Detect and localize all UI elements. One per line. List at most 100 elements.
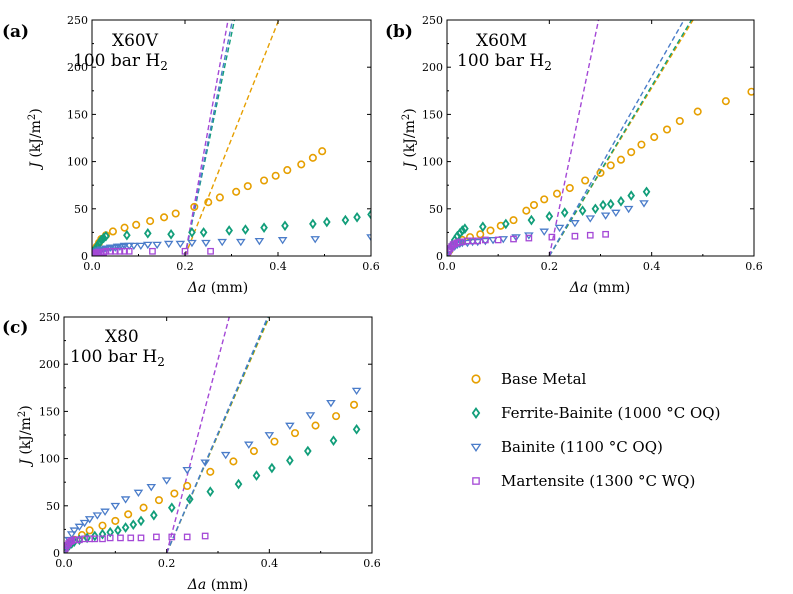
point-b-ferrite-bainite	[591, 203, 600, 215]
point-b-ferrite-bainite	[599, 199, 607, 211]
blunting-lines-b	[548, 20, 694, 256]
point-c-bainite	[84, 516, 95, 524]
point-a-base-metal	[171, 209, 180, 218]
point-a-bainite	[254, 237, 265, 246]
point-b-martensite	[474, 237, 482, 245]
point-a-bainite	[310, 236, 321, 244]
point-c-base-metal	[311, 421, 320, 430]
legend-label-base-metal: Base Metal	[501, 370, 587, 388]
point-a-base-metal	[108, 227, 117, 236]
point-b-martensite	[494, 236, 502, 244]
point-c-martensite	[201, 532, 209, 540]
point-a-base-metal	[318, 147, 327, 156]
point-a-base-metal	[232, 187, 241, 196]
point-a-ferrite-bainite	[241, 224, 250, 235]
panel-label-b: (b)	[385, 22, 413, 42]
y-tick-label-b: 0	[436, 250, 443, 263]
point-c-base-metal	[183, 481, 192, 491]
point-a-base-metal	[243, 182, 252, 191]
point-a-ferrite-bainite	[323, 216, 331, 228]
point-b-ferrite-bainite	[560, 207, 569, 218]
point-a-bainite	[152, 241, 162, 250]
point-c-bainite	[69, 527, 80, 535]
point-b-base-metal	[552, 189, 562, 198]
point-c-bainite	[66, 531, 77, 539]
point-b-base-metal	[637, 140, 646, 149]
point-c-base-metal	[229, 457, 238, 466]
point-b-base-metal	[509, 216, 518, 225]
panel-c: (c) 0.0 0.2 0.4 0.6 0 50 100 150 200 250 X80 100 …	[2, 311, 381, 593]
point-c-base-metal	[206, 467, 215, 476]
point-b-base-metal	[662, 125, 672, 134]
point-b-bainite	[639, 200, 649, 208]
point-c-martensite	[91, 535, 99, 543]
point-a-base-metal	[120, 223, 129, 232]
blunting-line-c-bainite	[166, 317, 269, 553]
x-tick-label-c: 0.0	[55, 557, 73, 570]
point-b-base-metal	[627, 148, 636, 157]
pressure-label-c: 100 bar H2	[70, 347, 165, 369]
point-b-base-metal	[596, 168, 605, 177]
point-c-bainite	[146, 484, 157, 492]
point-c-martensite	[153, 533, 160, 541]
y-tick-label-a: 250	[67, 14, 88, 27]
x-axis-label-c: Δa (mm)	[187, 577, 248, 593]
point-c-ferrite-bainite	[268, 462, 276, 474]
y-tick-label-a: 0	[81, 250, 88, 263]
x-tick-label-c: 0.4	[261, 557, 279, 570]
point-b-ferrite-bainite	[627, 190, 636, 201]
legend-label-martensite: Martensite (1300 °C WQ)	[501, 472, 695, 490]
point-c-base-metal	[124, 510, 133, 519]
y-tick-label-b: 150	[422, 108, 443, 121]
y-tick-label-b: 200	[422, 61, 443, 74]
point-c-base-metal	[290, 429, 300, 438]
panel-b: (b) 0.0 0.2 0.4 0.6 0 50 100 150 200 250 X60M 100…	[385, 14, 763, 296]
point-a-base-metal	[204, 198, 213, 207]
point-b-ferrite-bainite	[606, 198, 615, 210]
point-b-ferrite-bainite	[617, 195, 625, 207]
point-b-martensite	[449, 241, 457, 249]
x-tick-label-a: 0.6	[362, 260, 380, 273]
point-c-martensite	[127, 534, 135, 542]
point-a-ferrite-bainite	[97, 234, 106, 246]
point-c-martensite	[117, 534, 124, 542]
blunting-line-a-bainite	[184, 20, 234, 256]
point-c-ferrite-bainite	[167, 502, 176, 514]
point-a-ferrite-bainite	[260, 222, 268, 234]
point-b-base-metal	[476, 230, 485, 239]
point-a-ferrite-bainite	[102, 230, 110, 242]
y-tick-label-a: 100	[67, 156, 88, 169]
point-a-martensite	[102, 247, 110, 255]
point-a-ferrite-bainite	[143, 228, 152, 239]
legend-marker-ferrite-bainite	[471, 407, 481, 419]
x-tick-label-b: 0.0	[438, 260, 456, 273]
point-c-base-metal	[98, 521, 107, 530]
point-a-bainite	[201, 239, 211, 248]
point-a-base-metal	[283, 166, 292, 175]
point-b-bainite	[570, 220, 580, 228]
point-a-base-metal	[260, 176, 269, 185]
point-a-base-metal	[146, 217, 155, 226]
x-tick-label-a: 0.2	[176, 260, 194, 273]
point-c-ferrite-bainite	[286, 455, 294, 466]
point-c-base-metal	[249, 447, 258, 456]
point-c-ferrite-bainite	[90, 530, 99, 542]
y-tick-label-c: 0	[53, 547, 60, 560]
point-b-martensite	[482, 236, 489, 244]
material-label-c: X80	[105, 327, 139, 347]
point-a-ferrite-bainite	[281, 220, 289, 232]
point-b-base-metal	[650, 133, 659, 142]
point-b-bainite	[511, 234, 521, 242]
point-b-bainite	[600, 212, 611, 220]
point-c-martensite	[66, 538, 74, 546]
point-a-bainite	[217, 238, 228, 247]
legend-marker-base-metal	[471, 374, 481, 384]
pressure-label-a: 100 bar H2	[73, 51, 168, 73]
point-b-bainite	[585, 215, 596, 223]
point-a-martensite	[207, 247, 214, 255]
point-a-ferrite-bainite	[167, 228, 175, 240]
point-c-bainite	[161, 477, 172, 485]
point-a-ferrite-bainite	[367, 209, 371, 220]
y-tick-label-b: 250	[422, 14, 443, 27]
point-b-base-metal	[616, 155, 626, 164]
